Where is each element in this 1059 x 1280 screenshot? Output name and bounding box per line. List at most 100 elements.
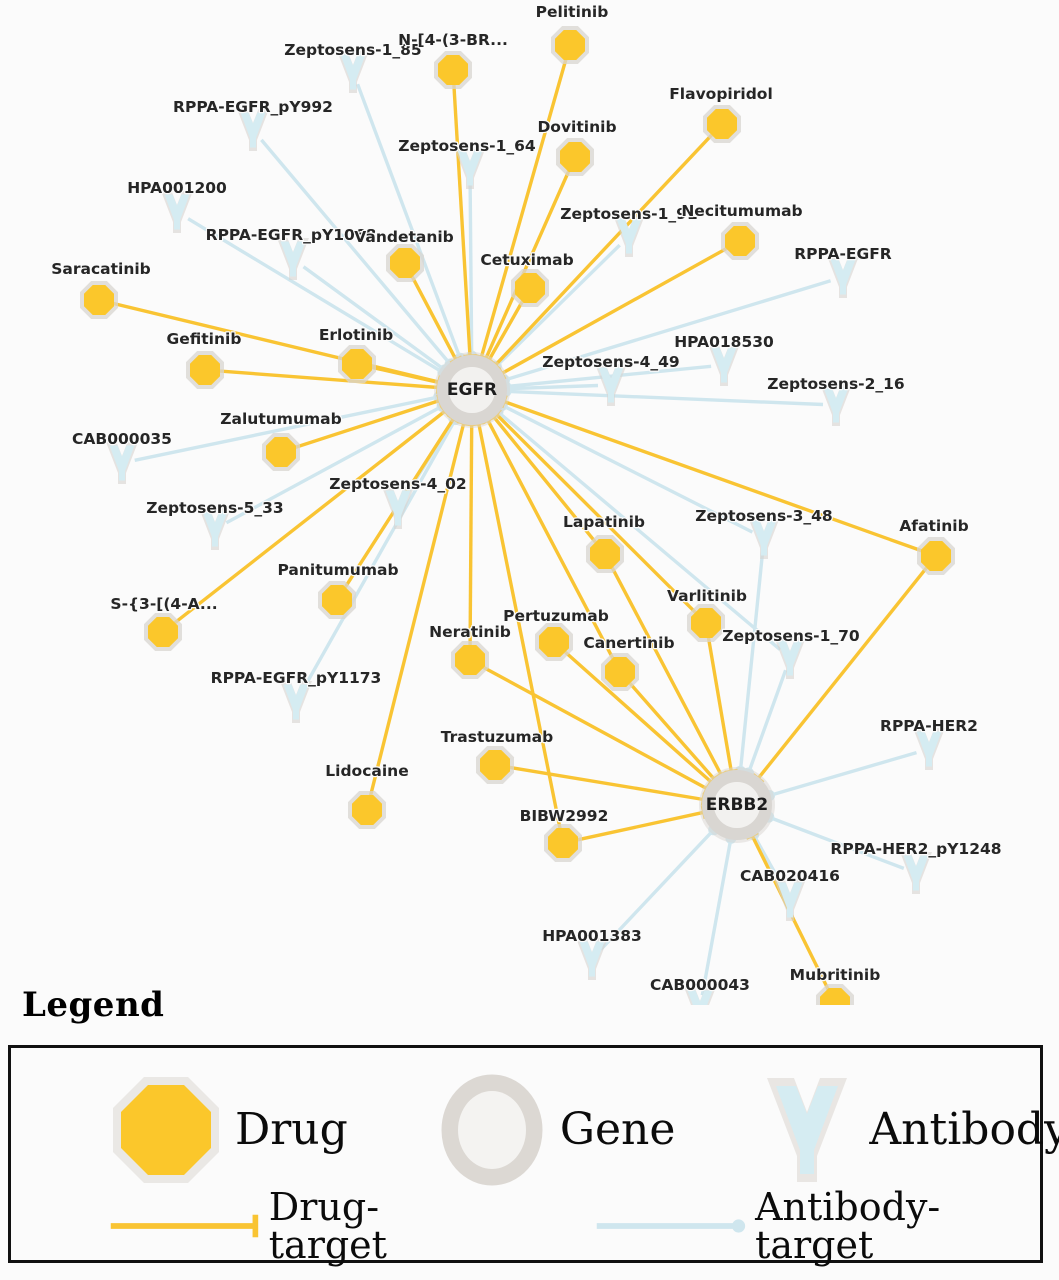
drug-node[interactable] <box>544 824 582 862</box>
drug-node-body <box>438 55 468 85</box>
antibody-node[interactable] <box>820 384 852 426</box>
drug-node-label: Lapatinib <box>563 513 645 531</box>
drug-node-label: Gefitinib <box>167 330 242 348</box>
antibody-node-body <box>711 347 737 383</box>
drug-node-body <box>480 750 510 780</box>
drug-node[interactable] <box>601 653 639 691</box>
edge-antibody-target <box>505 383 599 391</box>
antibody-node[interactable] <box>595 364 627 406</box>
edge-drug-target <box>503 399 923 553</box>
edge-drug-target <box>487 300 525 362</box>
antibody-node[interactable] <box>576 938 608 980</box>
antibody-node[interactable] <box>237 109 269 151</box>
drug-node[interactable] <box>511 269 549 307</box>
edge-drug-target <box>756 566 928 780</box>
edge-drug-target <box>486 419 615 660</box>
legend-item-drug-target: Drug-target <box>107 1188 483 1264</box>
edge-drug-target <box>500 246 728 375</box>
antibody-node-label: RPPA-HER2_pY1248 <box>830 840 1001 858</box>
drug-node[interactable] <box>816 984 854 1005</box>
antibody-node[interactable] <box>913 728 945 770</box>
antibody-node-body <box>164 194 190 230</box>
antibody-node[interactable] <box>161 191 193 233</box>
drug-node-label: Vandetanib <box>354 228 454 246</box>
antibody-node[interactable] <box>277 238 309 280</box>
antibody-node[interactable] <box>280 681 312 723</box>
drug-node-body <box>148 617 178 647</box>
drug-node-label: Zalutumumab <box>220 410 341 428</box>
drug-node[interactable] <box>434 51 472 89</box>
drug-node[interactable] <box>262 433 300 471</box>
drug-node[interactable] <box>535 623 573 661</box>
antibody-node-body <box>777 640 803 676</box>
edge-antibody-target <box>599 828 715 951</box>
antibody-node[interactable] <box>106 442 138 484</box>
edge-drug-target <box>294 398 441 450</box>
antibody-node-body <box>240 112 266 148</box>
nodes-layer[interactable] <box>80 26 955 1005</box>
drug-node-label: Trastuzumab <box>441 728 553 746</box>
antibody-node[interactable] <box>774 879 806 921</box>
drug-node[interactable] <box>338 345 376 383</box>
edge-antibody-target <box>468 180 474 357</box>
antibody-node-body <box>280 241 306 277</box>
drug-node-body <box>352 795 382 825</box>
drug-node-body <box>820 988 850 1005</box>
drug-node[interactable] <box>80 281 118 319</box>
drug-node[interactable] <box>476 746 514 784</box>
gene-node-inner <box>714 782 760 828</box>
drug-node[interactable] <box>556 138 594 176</box>
edge-antibody-target <box>356 83 462 359</box>
antibody-node[interactable] <box>748 517 780 559</box>
antibody-node[interactable] <box>199 508 231 550</box>
drug-node-label: Necitumumab <box>681 202 802 220</box>
drug-node[interactable] <box>586 535 624 573</box>
antibody-node-body <box>579 941 605 977</box>
drug-node[interactable] <box>551 26 589 64</box>
network-graph-canvas[interactable]: Zeptosens-1_85 RPPA-EGFR_pY992 Zeptosens-1… <box>0 0 1059 1005</box>
edge-antibody-target <box>260 138 452 366</box>
drug-node[interactable] <box>451 641 489 679</box>
antibody-node-label: HPA018530 <box>674 333 774 351</box>
antibody-node[interactable] <box>684 987 716 1005</box>
drug-node[interactable] <box>386 244 424 282</box>
antibody-node[interactable] <box>382 487 414 529</box>
antibody-node-body <box>616 218 642 254</box>
drug-node[interactable] <box>721 222 759 260</box>
antibody-node-label: Zeptosens-4_49 <box>542 353 679 371</box>
antibody-node[interactable] <box>827 256 859 298</box>
legend-antibody-target-label: Antibody-target <box>755 1185 941 1267</box>
drug-node[interactable] <box>318 581 356 619</box>
antibody-node[interactable] <box>774 637 806 679</box>
antibody-node[interactable] <box>454 147 486 189</box>
drug-node[interactable] <box>703 105 741 143</box>
drug-node-label: Dovitinib <box>537 118 616 136</box>
antibody-node[interactable] <box>613 215 645 257</box>
gene-node[interactable] <box>434 352 510 428</box>
legend-gene-label: Gene <box>559 1104 676 1155</box>
antibody-node-body <box>777 882 803 918</box>
graph-svg[interactable]: Zeptosens-1_85 RPPA-EGFR_pY992 Zeptosens-1… <box>0 0 1059 1005</box>
drug-node[interactable] <box>144 613 182 651</box>
drug-node-body <box>190 355 220 385</box>
legend-drug-target-label: Drug-target <box>268 1185 387 1267</box>
antibody-node[interactable] <box>708 344 740 386</box>
edge-drug-target <box>492 415 597 544</box>
edge-antibody-target <box>302 265 446 372</box>
edge-antibody-target <box>501 403 754 534</box>
legend-box: Drug Gene <box>8 1045 1059 1267</box>
gene-node[interactable] <box>699 767 775 843</box>
drug-node-body <box>539 627 569 657</box>
antibody-node-label: Zeptosens-1_64 <box>398 137 536 155</box>
antibody-node[interactable] <box>900 852 932 894</box>
edge-antibody-target <box>225 404 443 525</box>
drug-node[interactable] <box>348 791 386 829</box>
drug-node[interactable] <box>186 351 224 389</box>
edge-antibody-target <box>134 395 440 462</box>
antibody-node[interactable] <box>337 51 369 93</box>
drug-node[interactable] <box>687 604 725 642</box>
drug-node-label: Pertuzumab <box>503 607 609 625</box>
drug-node-label: Pelitinib <box>536 3 609 21</box>
drug-node-label: Canertinib <box>583 634 674 652</box>
drug-node[interactable] <box>917 537 955 575</box>
